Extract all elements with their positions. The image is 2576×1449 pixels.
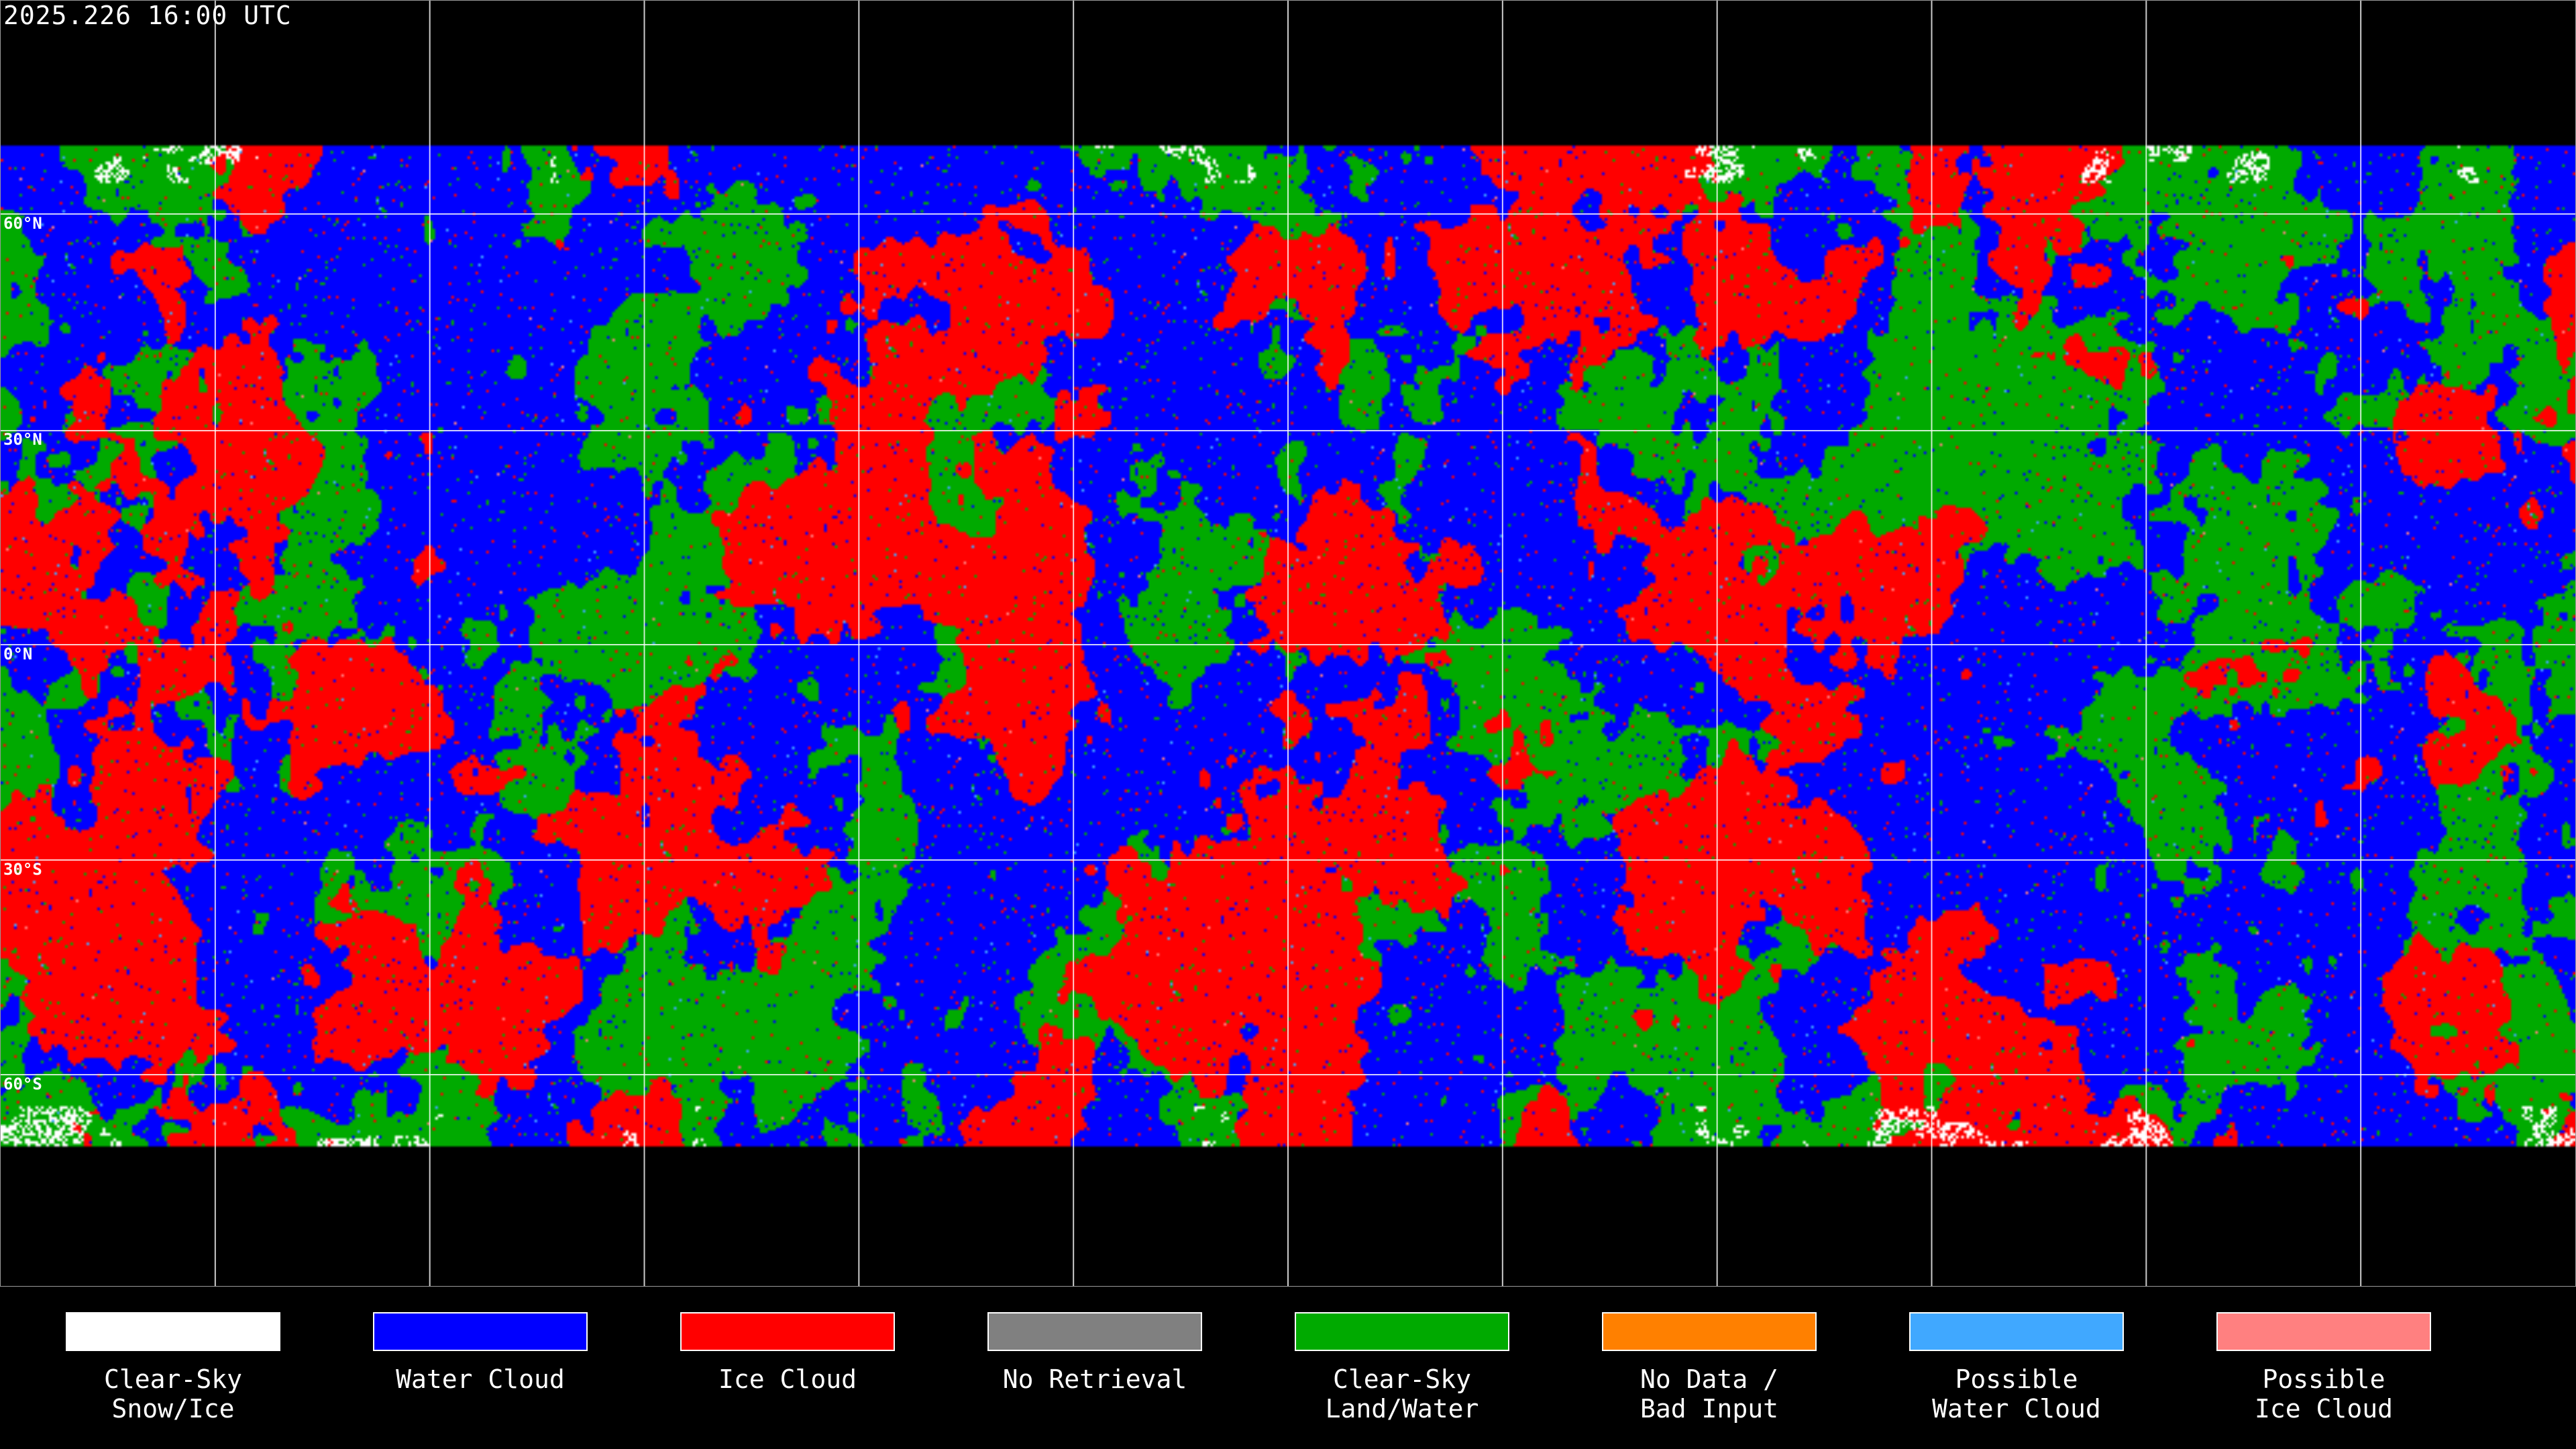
legend-item-water-cloud: Water Cloud xyxy=(372,1312,589,1394)
legend-item-clear-sky-land-water: Clear-Sky Land/Water xyxy=(1293,1312,1511,1424)
cloud-phase-map: 2025.226 16:00 UTC 60°N 30°N 0°N 30°S 60… xyxy=(0,0,2576,1287)
legend-swatch xyxy=(680,1312,895,1351)
legend-swatch xyxy=(66,1312,280,1351)
legend-label: Water Cloud xyxy=(396,1364,565,1394)
legend-label: No Retrieval xyxy=(1002,1364,1187,1394)
lat-label-30s: 30°S xyxy=(3,860,42,879)
legend-label: Clear-Sky Land/Water xyxy=(1325,1364,1479,1424)
lat-label-0n: 0°N xyxy=(3,645,33,663)
legend-label: No Data / Bad Input xyxy=(1640,1364,1778,1424)
legend-item-possible-ice-cloud: Possible Ice Cloud xyxy=(2215,1312,2432,1424)
legend-swatch xyxy=(1602,1312,1817,1351)
legend: Clear-Sky Snow/Ice Water Cloud Ice Cloud… xyxy=(0,1287,2576,1449)
legend-swatch xyxy=(2216,1312,2431,1351)
lat-label-30n: 30°N xyxy=(3,430,42,449)
legend-label: Possible Ice Cloud xyxy=(2255,1364,2393,1424)
legend-label: Clear-Sky Snow/Ice xyxy=(104,1364,242,1424)
legend-item-no-data: No Data / Bad Input xyxy=(1601,1312,1818,1424)
legend-item-possible-water-cloud: Possible Water Cloud xyxy=(1908,1312,2125,1424)
lat-label-60n: 60°N xyxy=(3,214,42,233)
legend-label: Ice Cloud xyxy=(718,1364,857,1394)
legend-item-ice-cloud: Ice Cloud xyxy=(679,1312,896,1394)
legend-swatch xyxy=(373,1312,588,1351)
lat-label-60s: 60°S xyxy=(3,1075,42,1093)
legend-item-clear-sky-snow-ice: Clear-Sky Snow/Ice xyxy=(64,1312,282,1424)
graticule xyxy=(1,1,2575,1286)
legend-swatch xyxy=(1295,1312,1509,1351)
legend-label: Possible Water Cloud xyxy=(1932,1364,2101,1424)
legend-item-no-retrieval: No Retrieval xyxy=(986,1312,1203,1394)
timestamp-title: 2025.226 16:00 UTC xyxy=(3,1,292,30)
legend-swatch xyxy=(987,1312,1202,1351)
legend-swatch xyxy=(1909,1312,2124,1351)
